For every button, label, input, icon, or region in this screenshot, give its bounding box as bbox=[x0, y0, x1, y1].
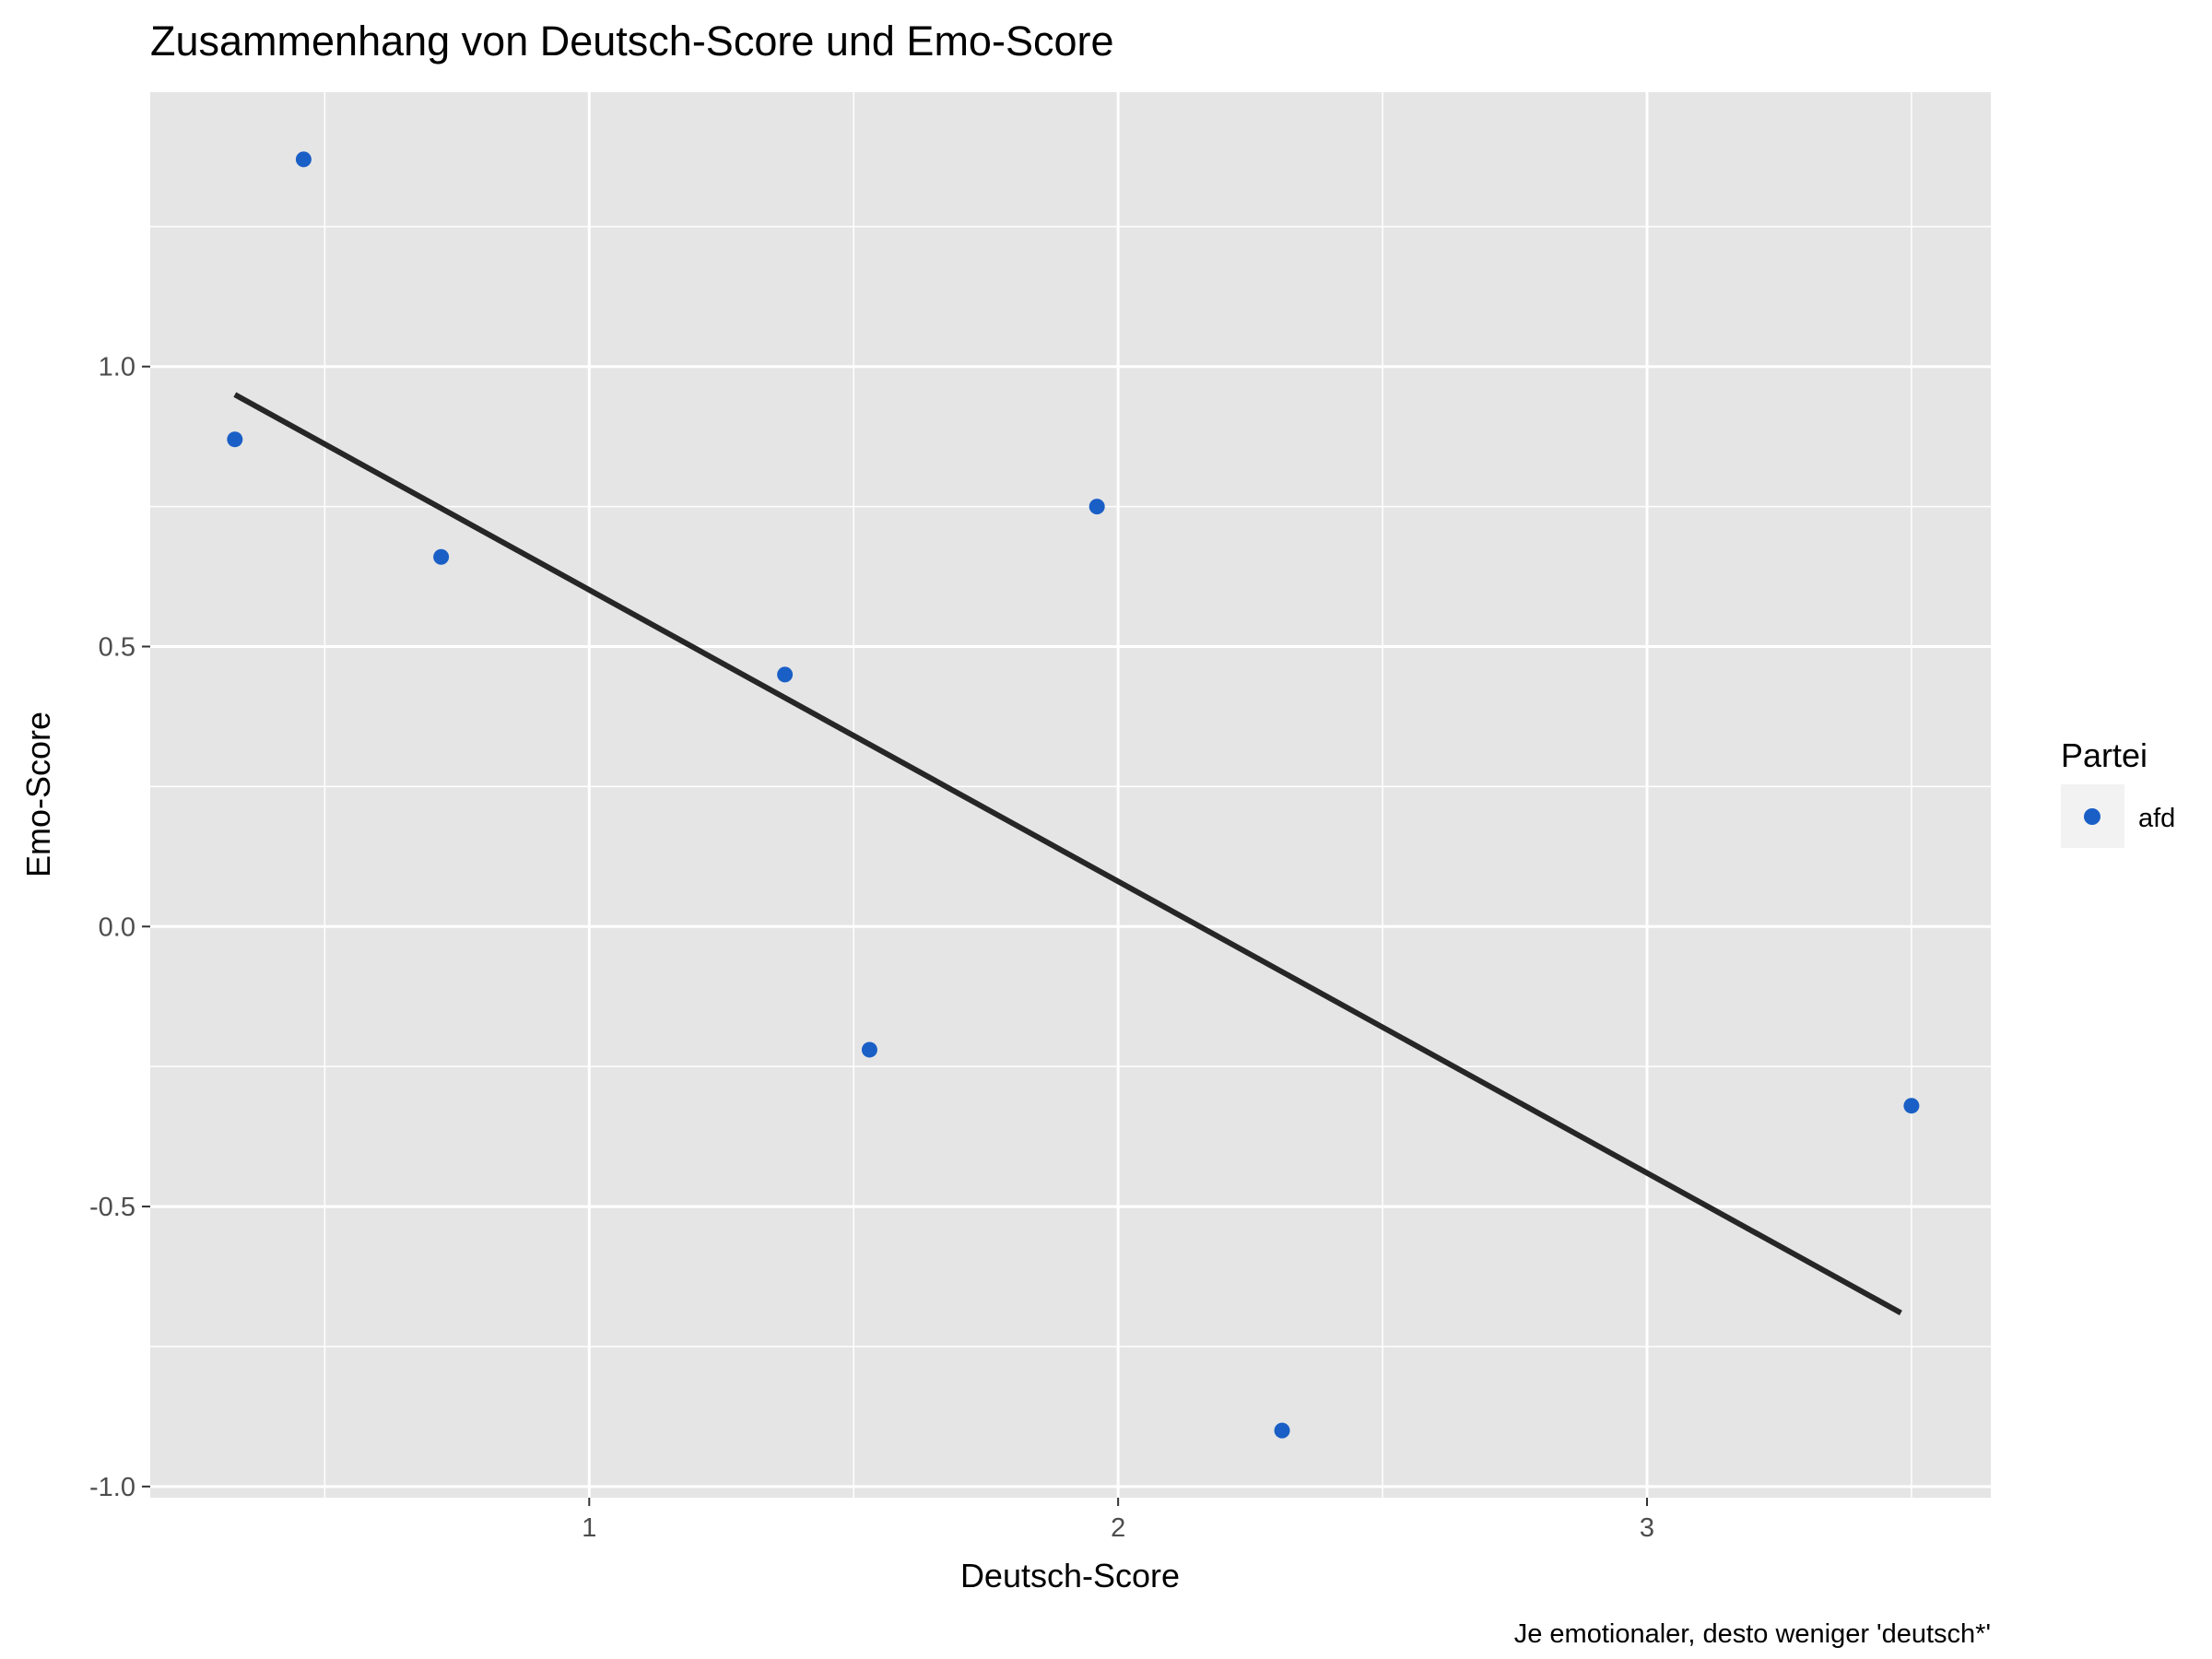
y-tick-labels: -1.0 -0.5 0.0 0.5 1.0 bbox=[89, 353, 135, 1502]
data-point bbox=[433, 548, 450, 565]
data-point bbox=[777, 666, 794, 683]
y-tick-label: -1.0 bbox=[89, 1473, 135, 1502]
x-tick-label: 2 bbox=[1111, 1513, 1125, 1543]
axis-ticks bbox=[142, 365, 1648, 1506]
y-axis-title: Emo-Score bbox=[19, 712, 57, 877]
grid-major-lines bbox=[150, 92, 1991, 1498]
data-point bbox=[1088, 499, 1105, 515]
data-points bbox=[227, 151, 1920, 1439]
x-tick-label: 1 bbox=[582, 1513, 596, 1543]
data-point bbox=[1903, 1098, 1920, 1114]
y-tick-label: 0.0 bbox=[99, 912, 135, 942]
trend-line bbox=[233, 392, 1902, 1316]
y-tick-label: 0.5 bbox=[99, 632, 135, 662]
data-point bbox=[861, 1041, 877, 1058]
chart-title: Zusammenhang von Deutsch-Score und Emo-S… bbox=[150, 18, 1114, 65]
plot-panel bbox=[150, 92, 1991, 1498]
legend-key-afd bbox=[2084, 808, 2100, 825]
x-axis-title: Deutsch-Score bbox=[960, 1557, 1180, 1594]
data-point bbox=[1274, 1422, 1290, 1439]
legend-title: Partei bbox=[2061, 736, 2147, 774]
legend-label-afd: afd bbox=[2138, 804, 2175, 833]
data-point bbox=[227, 431, 243, 448]
grid-minor-lines bbox=[150, 92, 1991, 1498]
y-tick-label: -0.5 bbox=[89, 1193, 135, 1222]
data-point bbox=[295, 151, 312, 168]
legend: Partei afd bbox=[2061, 736, 2175, 848]
x-tick-labels: 1 2 3 bbox=[582, 1513, 1654, 1543]
x-tick-label: 3 bbox=[1640, 1513, 1654, 1543]
y-tick-label: 1.0 bbox=[99, 353, 135, 382]
trend-line-layer bbox=[233, 392, 1902, 1316]
chart-caption: Je emotionaler, desto weniger 'deutsch*' bbox=[1514, 1619, 1991, 1649]
